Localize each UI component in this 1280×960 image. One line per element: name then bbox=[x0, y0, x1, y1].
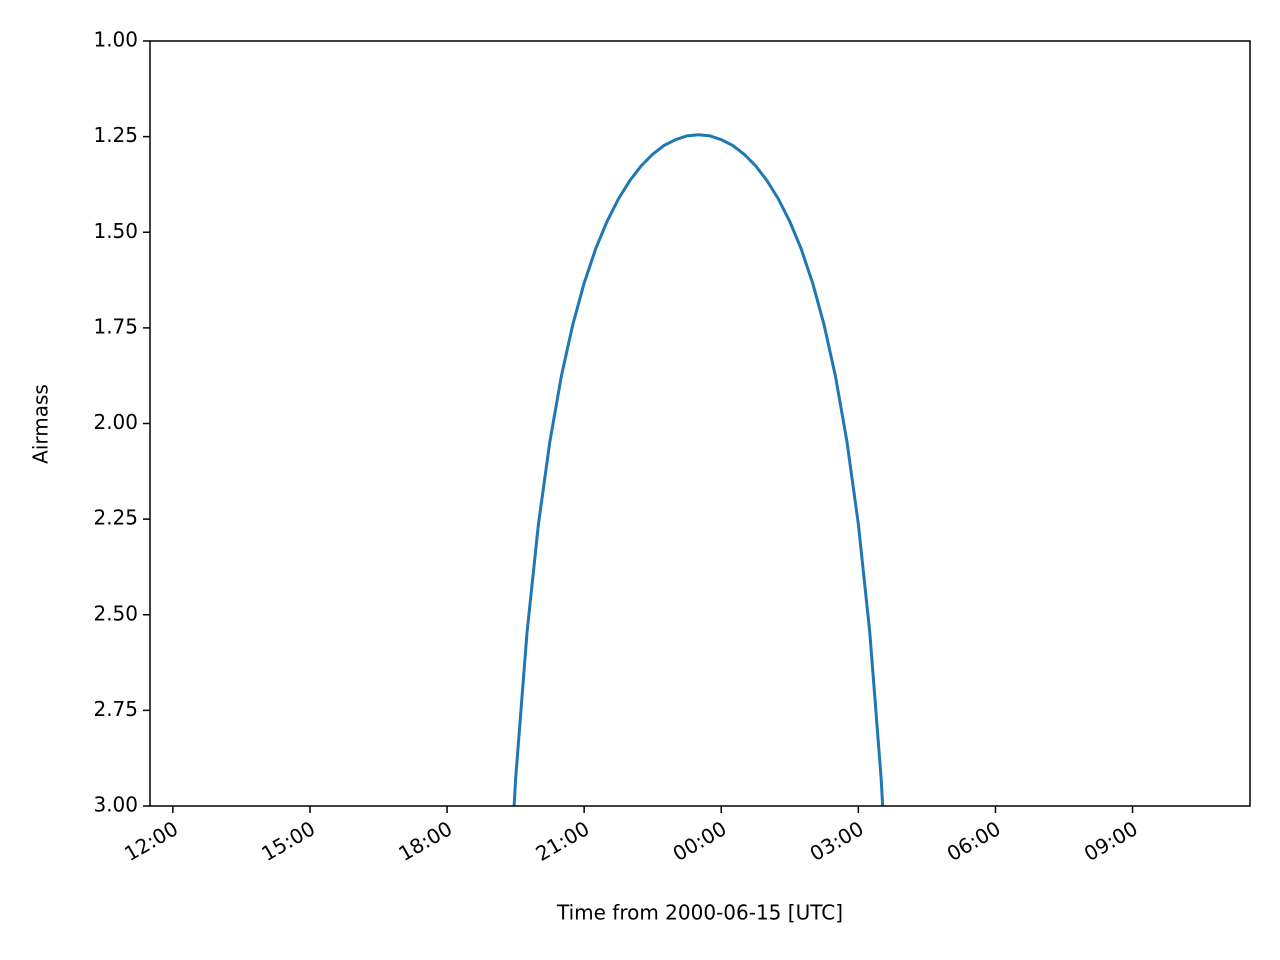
y-tick-label: 1.75 bbox=[93, 314, 138, 338]
x-tick-label: 12:00 bbox=[120, 816, 182, 866]
x-tick-label: 15:00 bbox=[257, 816, 319, 866]
x-tick-label: 09:00 bbox=[1080, 816, 1142, 866]
x-tick-label: 18:00 bbox=[394, 816, 456, 866]
y-tick-label: 2.25 bbox=[93, 506, 138, 530]
plot-frame bbox=[149, 40, 1251, 807]
x-tick-label: 03:00 bbox=[806, 816, 868, 866]
y-tick-label: 2.00 bbox=[93, 410, 138, 434]
data-line bbox=[512, 133, 885, 806]
x-tick-label: 21:00 bbox=[531, 816, 593, 866]
y-tick-label: 1.50 bbox=[93, 219, 138, 243]
x-tick-label: 00:00 bbox=[669, 816, 731, 866]
y-tick-label: 3.00 bbox=[93, 793, 138, 817]
y-tick-label: 1.25 bbox=[93, 123, 138, 147]
x-axis-label: Time from 2000-06-15 [UTC] bbox=[556, 901, 843, 925]
x-tick-label: 06:00 bbox=[943, 816, 1005, 866]
y-axis-label: Airmass bbox=[29, 384, 53, 464]
y-tick-label: 2.50 bbox=[93, 601, 138, 625]
y-tick-label: 2.75 bbox=[93, 697, 138, 721]
y-tick-label: 1.00 bbox=[93, 28, 138, 52]
